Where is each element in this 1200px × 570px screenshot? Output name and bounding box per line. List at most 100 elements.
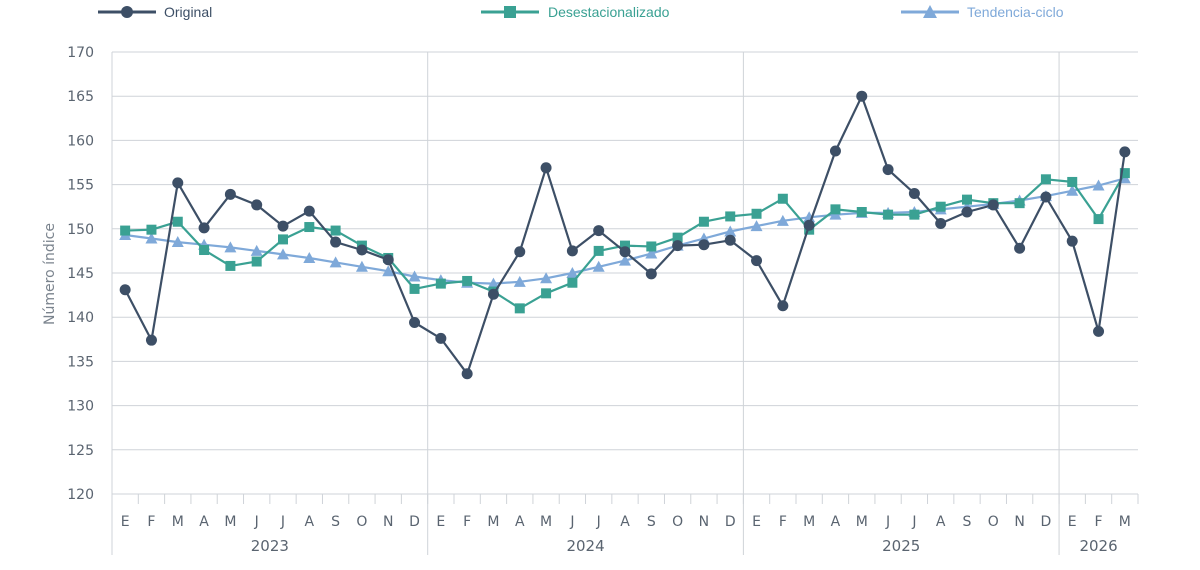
point-original — [198, 222, 210, 234]
x-tick-label: E — [1068, 514, 1077, 530]
point-original — [987, 199, 999, 211]
point-tendencia — [171, 236, 184, 248]
x-tick-label: M — [1119, 514, 1131, 530]
point-original — [435, 332, 447, 344]
point-original — [698, 239, 710, 251]
point-tendencia — [303, 251, 316, 263]
point-original — [751, 255, 763, 267]
point-desestacionalizado — [1040, 174, 1051, 185]
point-tendencia — [1092, 179, 1105, 191]
point-tendencia — [408, 270, 421, 282]
x-tick-label: M — [487, 514, 499, 530]
legend-tendencia: Tendencia-ciclo — [901, 4, 1064, 20]
point-desestacionalizado — [172, 216, 183, 227]
x-tick-label: S — [647, 514, 656, 530]
point-tendencia — [724, 225, 737, 237]
point-tendencia — [592, 260, 605, 272]
x-tick-label: A — [305, 514, 315, 530]
x-tick-label: M — [803, 514, 815, 530]
point-tendencia — [1066, 184, 1079, 196]
point-desestacionalizado — [909, 209, 920, 220]
point-desestacionalizado — [251, 256, 262, 267]
x-tick-label: M — [224, 514, 236, 530]
point-desestacionalizado — [120, 225, 131, 236]
point-desestacionalizado — [409, 283, 420, 294]
point-tendencia — [513, 275, 526, 287]
x-tick-label: O — [672, 514, 683, 530]
point-original — [330, 236, 342, 248]
point-tendencia — [250, 244, 263, 256]
point-desestacionalizado — [435, 278, 446, 289]
x-tick-label: E — [121, 514, 130, 530]
year-label: 2023 — [251, 537, 289, 555]
point-tendencia — [645, 247, 658, 259]
point-original — [172, 177, 184, 189]
y-tick-label: 155 — [67, 178, 94, 194]
x-tick-label: O — [356, 514, 367, 530]
point-original — [540, 162, 552, 174]
point-desestacionalizado — [698, 216, 709, 227]
point-desestacionalizado — [672, 232, 683, 243]
legend-desestacionalizado: Desestacionalizado — [481, 4, 670, 20]
point-original — [566, 245, 578, 257]
x-tick-label: J — [280, 514, 285, 530]
point-desestacionalizado — [856, 207, 867, 218]
x-tick-label: A — [515, 514, 525, 530]
point-original — [856, 90, 868, 102]
x-tick-label: A — [831, 514, 841, 530]
point-desestacionalizado — [646, 241, 657, 252]
point-original — [487, 288, 499, 300]
series-desestacionalizado — [120, 168, 1130, 314]
point-original — [514, 246, 526, 258]
grid — [111, 51, 1138, 555]
point-original — [303, 205, 315, 217]
x-tick-label: F — [779, 514, 787, 530]
x-tick-label: N — [1014, 514, 1024, 530]
y-tick-label: 170 — [67, 45, 94, 61]
point-desestacionalizado — [278, 234, 288, 245]
point-original — [803, 219, 815, 231]
x-tick-label: J — [596, 514, 601, 530]
x-tick-label: M — [172, 514, 184, 530]
point-original — [593, 225, 605, 237]
y-tick-label: 135 — [67, 354, 94, 370]
point-tendencia — [145, 232, 158, 244]
point-original — [777, 300, 789, 312]
y-tick-label: 140 — [67, 310, 94, 326]
point-tendencia — [224, 241, 237, 253]
x-tick-label: S — [963, 514, 972, 530]
y-tick-label: 145 — [67, 266, 94, 282]
x-tick-label: D — [725, 514, 736, 530]
x-tick-label: F — [1095, 514, 1103, 530]
x-tick-label: E — [752, 514, 761, 530]
point-tendencia — [566, 267, 579, 278]
point-desestacionalizado — [1067, 176, 1078, 187]
x-tick-label: J — [254, 514, 259, 530]
point-original — [1014, 242, 1026, 254]
series-tendencia — [119, 172, 1131, 289]
point-original — [935, 217, 947, 229]
year-label: 2024 — [566, 537, 604, 555]
point-original — [382, 254, 394, 266]
x-tick-label: A — [199, 514, 209, 530]
x-tick-label: N — [383, 514, 393, 530]
point-original — [224, 188, 236, 200]
legend: Original Desestacionalizado Tendencia-ci… — [98, 4, 1064, 20]
point-desestacionalizado — [777, 193, 788, 204]
x-tick-label: D — [409, 514, 420, 530]
x-tick-label: S — [331, 514, 340, 530]
point-desestacionalizado — [883, 209, 894, 220]
point-original — [1066, 235, 1078, 247]
x-tick-label: E — [436, 514, 445, 530]
y-tick-label: 120 — [67, 487, 94, 503]
point-original — [961, 206, 973, 218]
series-original — [119, 90, 1131, 380]
x-tick-label: N — [699, 514, 709, 530]
point-original — [119, 284, 131, 296]
year-label: 2025 — [882, 537, 920, 555]
legend-tendencia-marker — [923, 5, 937, 18]
series-line-tendencia — [125, 177, 1126, 285]
y-tick-label: 160 — [67, 133, 94, 149]
y-tick-label: 165 — [67, 89, 94, 105]
point-desestacionalizado — [330, 225, 341, 236]
